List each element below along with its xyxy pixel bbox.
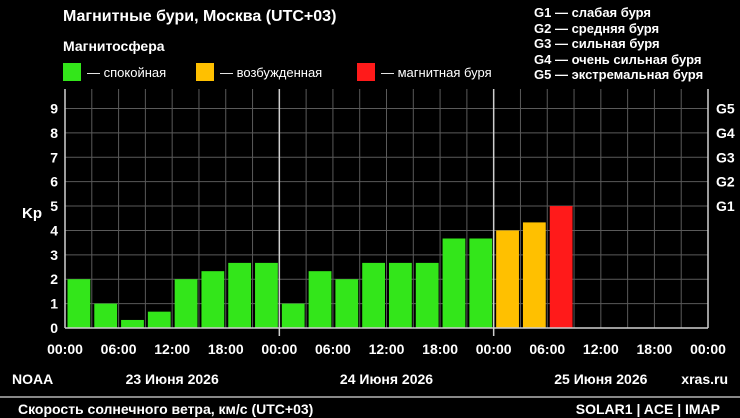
kp-bar-2 xyxy=(121,319,144,328)
day-label-0: 23 Июня 2026 xyxy=(126,371,219,387)
kp-bar-13 xyxy=(415,262,439,328)
kp-chart: 0 1 2 3 4 5 6 7 8 9 G1 G2 G3 G4 G5 Kp 00:00 06:00 12:00 18:… xyxy=(22,89,735,387)
kp-bar-17 xyxy=(522,222,546,328)
g-tick-label-g3: G3 xyxy=(716,149,735,165)
x-tick-label-5: 06:00 xyxy=(315,341,351,357)
y-tick-label-3: 3 xyxy=(50,247,58,263)
kp-bar-9 xyxy=(308,271,332,328)
x-tick-label-9: 06:00 xyxy=(529,341,565,357)
storm-scale-g1: G1 — слабая буря xyxy=(534,5,652,20)
xras-site-label: xras.ru xyxy=(681,371,728,387)
y-tick-label-7: 7 xyxy=(50,149,58,165)
legend-label-quiet: — спокойная xyxy=(87,64,167,80)
storm-scale-g3: G3 — сильная буря xyxy=(534,36,660,51)
legend-swatch-active xyxy=(196,63,214,81)
legend-item-quiet: — спокойная xyxy=(63,63,166,81)
x-tick-label-7: 18:00 xyxy=(422,341,458,357)
kp-bar-5 xyxy=(201,271,225,328)
day-label-1: 24 Июня 2026 xyxy=(340,371,433,387)
g-tick-label-g5: G5 xyxy=(716,101,735,117)
axis-layer xyxy=(64,89,709,336)
solar-wind-title: Скорость солнечного ветра, км/с (UTC+03) xyxy=(18,401,314,417)
legend-swatch-quiet xyxy=(63,63,81,81)
g-tick-label-g2: G2 xyxy=(716,174,735,190)
kp-bar-0 xyxy=(67,279,91,328)
kp-bar-7 xyxy=(255,262,278,328)
storm-scale-g5: G5 — экстремальная буря xyxy=(534,67,704,82)
day-label-2: 25 Июня 2026 xyxy=(554,371,647,387)
kp-bar-18 xyxy=(549,206,573,328)
x-tick-label-3: 18:00 xyxy=(208,341,244,357)
noaa-source-label: NOAA xyxy=(12,371,54,387)
x-tick-label-0: 00:00 xyxy=(47,341,83,357)
x-tick-label-1: 06:00 xyxy=(101,341,137,357)
kp-bar-3 xyxy=(147,311,171,328)
g-tick-label-g4: G4 xyxy=(716,125,735,141)
kp-bar-1 xyxy=(94,303,118,328)
y-tick-label-2: 2 xyxy=(50,271,58,287)
y-tick-label-4: 4 xyxy=(50,222,58,238)
legend-label-storm: — магнитная буря xyxy=(381,64,492,80)
kp-bar-8 xyxy=(281,303,305,328)
legend-label-active: — возбужденная xyxy=(220,64,323,80)
storm-scale-legend: G1 — слабая буря G2 — средняя буря G3 — … xyxy=(534,5,703,83)
storm-scale-g4: G4 — очень сильная буря xyxy=(534,51,702,67)
storm-scale-g2: G2 — средняя буря xyxy=(534,20,660,36)
kp-bar-10 xyxy=(335,279,359,328)
x-tick-label-6: 12:00 xyxy=(369,341,405,357)
legend-swatch-storm xyxy=(357,63,375,81)
kp-bar-11 xyxy=(362,262,385,328)
x-tick-label-8: 00:00 xyxy=(476,341,512,357)
y-tick-label-8: 8 xyxy=(50,125,58,141)
y-tick-label-6: 6 xyxy=(50,174,58,190)
y-axis-title: Kp xyxy=(22,205,42,222)
grid-layer xyxy=(64,89,709,329)
x-tick-label-10: 12:00 xyxy=(583,341,619,357)
kp-bar-4 xyxy=(174,279,198,328)
solar-wind-sources: SOLAR1 | ACE | IMAP xyxy=(575,401,720,417)
x-tick-label-12: 00:00 xyxy=(690,341,726,357)
x-tick-label-11: 18:00 xyxy=(637,341,673,357)
y-tick-label-5: 5 xyxy=(50,198,58,214)
g-tick-label-g1: G1 xyxy=(716,198,735,214)
y-tick-label-1: 1 xyxy=(50,296,58,312)
kp-bar-15 xyxy=(469,238,493,328)
bar-layer xyxy=(67,206,573,328)
label-layer: 0 1 2 3 4 5 6 7 8 9 G1 G2 G3 G4 G5 Kp 00:00 06:00 12:00 18:… xyxy=(22,101,735,387)
legend-item-storm: — магнитная буря xyxy=(357,63,492,81)
page-title: Магнитные бури, Москва (UTC+03) xyxy=(63,8,337,25)
legend-item-active: — возбужденная xyxy=(196,63,322,81)
kp-bar-14 xyxy=(442,238,466,328)
x-tick-label-4: 00:00 xyxy=(261,341,297,357)
y-tick-label-9: 9 xyxy=(50,101,58,117)
y-tick-label-0: 0 xyxy=(50,320,58,336)
kp-bar-6 xyxy=(228,262,252,328)
kp-bar-12 xyxy=(389,262,412,328)
kp-bar-16 xyxy=(496,230,519,328)
magnetosphere-label: Магнитосфера xyxy=(63,38,165,54)
bottom-divider xyxy=(0,396,740,418)
x-tick-label-2: 12:00 xyxy=(154,341,190,357)
